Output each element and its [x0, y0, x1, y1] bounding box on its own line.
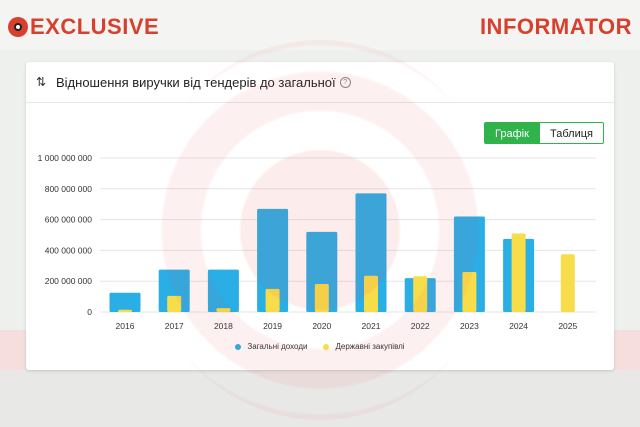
- chart-legend: Загальні доходи Державні закупівлі: [26, 342, 614, 351]
- bar-total-2023[interactable]: [453, 216, 485, 312]
- legend-dot-gov: [323, 343, 330, 350]
- legend-item-total[interactable]: Загальні доходи: [235, 342, 307, 351]
- bar-total-2017[interactable]: [158, 269, 190, 312]
- exclusive-logo: EXCLUSIVE: [8, 14, 159, 40]
- chart-view-button[interactable]: Графік: [484, 122, 540, 144]
- x-tick-label: 2019: [263, 321, 282, 331]
- bar-gov-2021[interactable]: [364, 275, 378, 312]
- x-tick-label: 2024: [509, 321, 528, 331]
- bar-total-2018[interactable]: [207, 269, 239, 312]
- x-axis-ticks: 2016 2017 2018 2019 2020 2021 2022 2023 2024 2025: [116, 321, 578, 331]
- bar-total-2016[interactable]: [109, 292, 141, 312]
- bar-gov-2016[interactable]: [118, 309, 132, 312]
- y-tick-label: 600 000 000: [45, 215, 93, 225]
- legend-label-total: Загальні доходи: [247, 342, 308, 351]
- x-tick-label: 2025: [558, 321, 577, 331]
- legend-label-gov: Державні закупівлі: [335, 342, 405, 351]
- sort-arrows-icon[interactable]: ⇅: [36, 75, 47, 89]
- x-tick-label: 2022: [411, 321, 430, 331]
- help-icon[interactable]: ?: [339, 76, 351, 88]
- x-tick-label: 2018: [214, 321, 233, 331]
- y-tick-label: 200 000 000: [45, 276, 93, 286]
- x-tick-label: 2016: [116, 321, 135, 331]
- bar-total-2020[interactable]: [306, 231, 338, 312]
- x-tick-label: 2023: [460, 321, 479, 331]
- y-axis-ticks: 0 200 000 000 400 000 000 600 000 000 800 00…: [38, 153, 93, 317]
- chart-bars: [109, 193, 575, 312]
- bar-gov-2019[interactable]: [265, 288, 280, 312]
- y-tick-label: 400 000 000: [45, 245, 93, 255]
- exclusive-label: EXCLUSIVE: [30, 14, 160, 39]
- y-tick-label: 1 000 000 000: [38, 153, 93, 163]
- background-top: [0, 0, 640, 50]
- y-tick-label: 0: [87, 307, 92, 317]
- view-toggle: Графік Таблиця: [484, 122, 604, 144]
- bar-total-2021[interactable]: [355, 193, 387, 312]
- bar-gov-2022[interactable]: [413, 276, 428, 312]
- bar-gov-2025[interactable]: [560, 254, 575, 312]
- legend-dot-total: [235, 343, 242, 350]
- bar-gov-2018[interactable]: [216, 308, 231, 312]
- bar-gov-2017[interactable]: [167, 295, 182, 312]
- card-header: ⇅ Відношення виручки від тендерів до заг…: [26, 62, 614, 103]
- x-tick-label: 2020: [312, 321, 331, 331]
- bar-total-2019[interactable]: [257, 208, 289, 312]
- eye-icon: [8, 17, 28, 37]
- legend-item-gov[interactable]: Державні закупівлі: [323, 342, 405, 351]
- bar-gov-2020[interactable]: [314, 283, 329, 312]
- chart-title: Відношення виручки від тендерів до загал…: [56, 74, 336, 90]
- chart-card: ⇅ Відношення виручки від тендерів до заг…: [26, 62, 614, 370]
- x-tick-label: 2017: [165, 321, 184, 331]
- bar-chart: 0 200 000 000 400 000 000 600 000 000 800 00…: [38, 153, 596, 331]
- bar-gov-2024[interactable]: [511, 233, 526, 312]
- informator-logo: INFORMATOR: [479, 14, 632, 39]
- background-bottom: [0, 370, 640, 427]
- table-view-button[interactable]: Таблиця: [540, 122, 604, 144]
- x-tick-label: 2021: [362, 321, 381, 331]
- y-tick-label: 800 000 000: [45, 184, 93, 194]
- bar-gov-2023[interactable]: [462, 271, 477, 312]
